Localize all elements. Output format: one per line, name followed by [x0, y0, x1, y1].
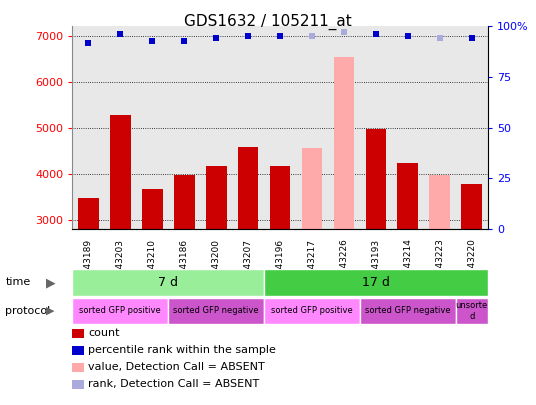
Bar — [78, 198, 99, 229]
Bar — [333, 57, 354, 229]
Text: unsorte
d: unsorte d — [456, 301, 488, 320]
Text: value, Detection Call = ABSENT: value, Detection Call = ABSENT — [88, 362, 265, 372]
Text: sorted GFP positive: sorted GFP positive — [79, 306, 161, 315]
Bar — [429, 175, 450, 229]
Text: time: time — [5, 277, 31, 288]
Bar — [238, 147, 258, 229]
Text: percentile rank within the sample: percentile rank within the sample — [88, 345, 277, 355]
Text: 17 d: 17 d — [362, 276, 390, 289]
Bar — [264, 298, 360, 324]
Bar — [302, 148, 322, 229]
Bar — [142, 189, 162, 229]
Bar — [461, 184, 482, 229]
Bar — [206, 166, 227, 229]
Bar — [398, 163, 418, 229]
Bar — [360, 298, 456, 324]
Text: GDS1632 / 105211_at: GDS1632 / 105211_at — [184, 14, 352, 30]
Text: 7 d: 7 d — [158, 276, 178, 289]
Text: sorted GFP negative: sorted GFP negative — [365, 306, 451, 315]
Text: sorted GFP positive: sorted GFP positive — [271, 306, 353, 315]
Bar — [72, 298, 168, 324]
Bar — [174, 175, 195, 229]
Text: count: count — [88, 328, 120, 338]
Text: protocol: protocol — [5, 306, 50, 316]
Bar — [110, 115, 131, 229]
Text: ▶: ▶ — [46, 276, 55, 289]
Bar — [168, 298, 264, 324]
Bar — [270, 166, 291, 229]
Bar — [72, 269, 264, 296]
Text: sorted GFP negative: sorted GFP negative — [173, 306, 259, 315]
Bar — [366, 130, 386, 229]
Bar — [264, 269, 488, 296]
Text: ▶: ▶ — [46, 306, 54, 316]
Bar — [456, 298, 488, 324]
Text: rank, Detection Call = ABSENT: rank, Detection Call = ABSENT — [88, 379, 259, 389]
